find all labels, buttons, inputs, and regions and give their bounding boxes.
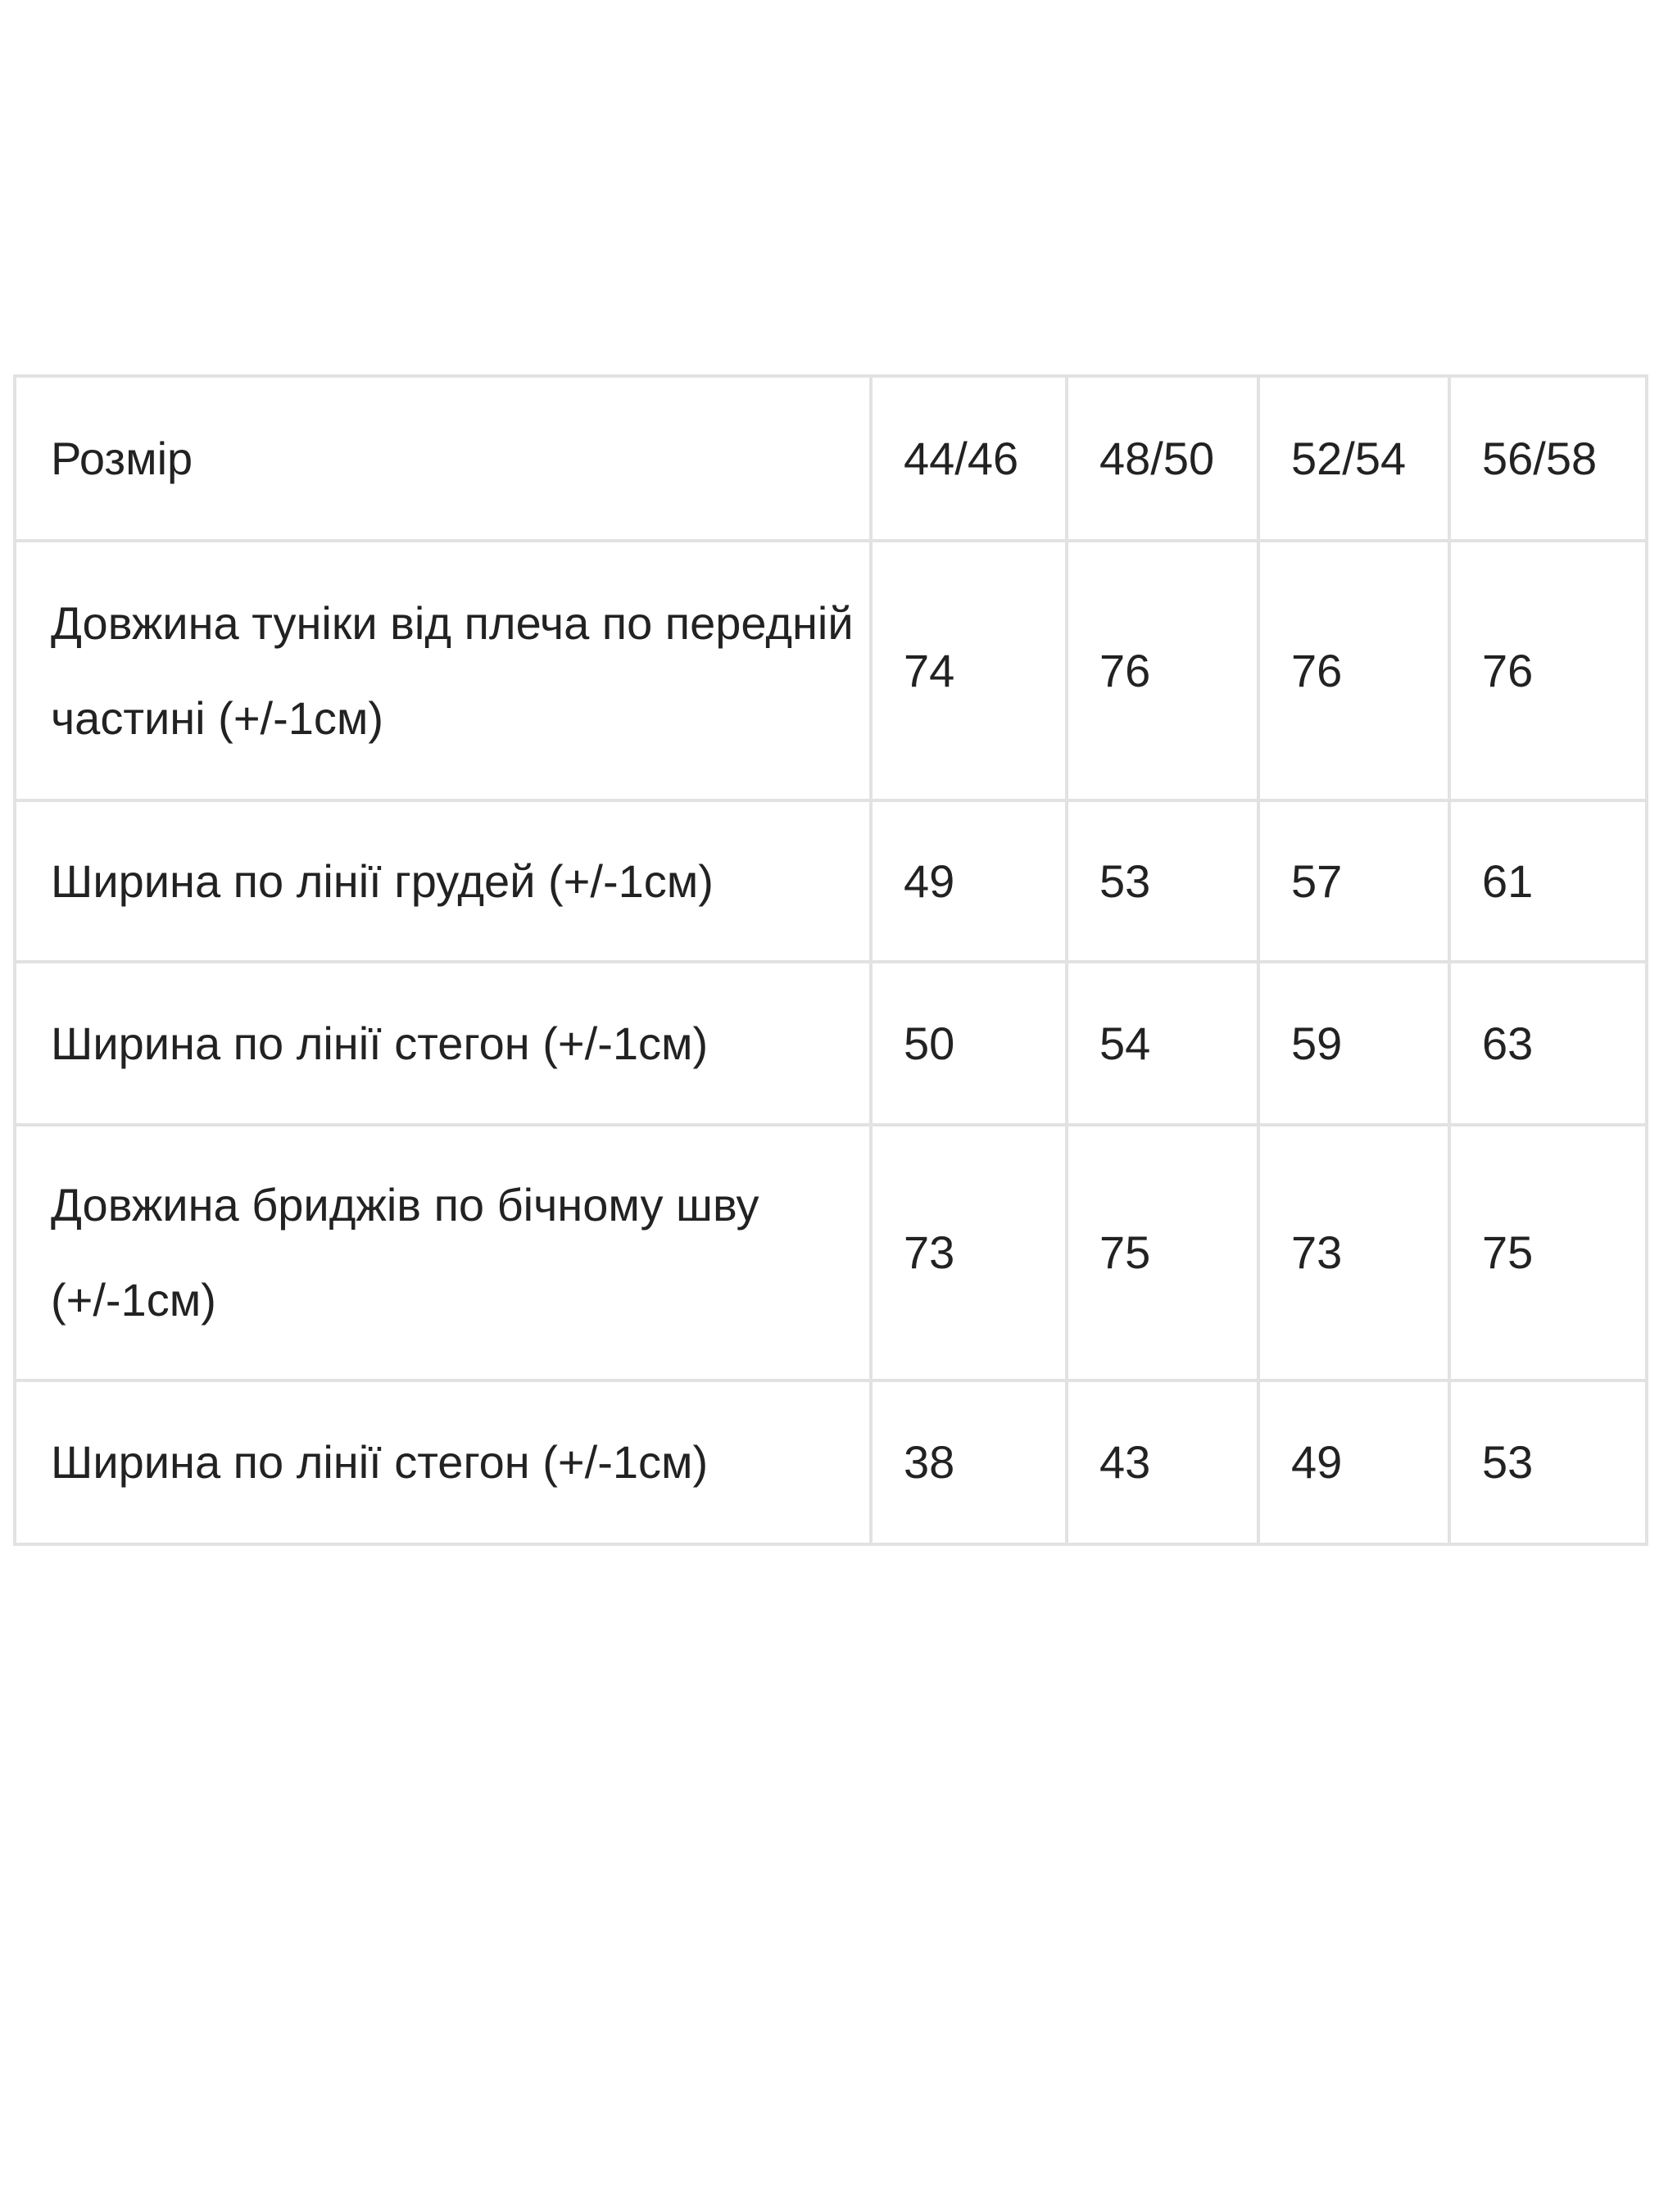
table-row: Ширина по лінії грудей (+/-1см) 49 53 57… [13, 799, 1648, 963]
table-cell: 63 [1448, 960, 1648, 1126]
table-cell: 57 [1257, 799, 1451, 963]
table-cell: 53 [1448, 1379, 1648, 1546]
header-cell: 48/50 [1065, 374, 1260, 542]
table-row: Довжина туніки від плеча по передній час… [13, 539, 1648, 802]
table-row: Ширина по лінії стегон (+/-1см) 38 43 49… [13, 1379, 1648, 1546]
table-cell: 76 [1065, 539, 1260, 802]
row-label: Довжина туніки від плеча по передній час… [13, 539, 873, 802]
table-cell: 38 [869, 1379, 1068, 1546]
table-cell: 53 [1065, 799, 1260, 963]
header-cell: 52/54 [1257, 374, 1451, 542]
header-row: Розмір 44/46 48/50 52/54 56/58 [13, 374, 1648, 542]
row-label: Довжина бриджів по бічному шву (+/-1см) [13, 1123, 873, 1382]
table-cell: 73 [869, 1123, 1068, 1382]
table-cell: 61 [1448, 799, 1648, 963]
table-cell: 75 [1448, 1123, 1648, 1382]
table-cell: 76 [1257, 539, 1451, 802]
header-cell: 56/58 [1448, 374, 1648, 542]
table-cell: 75 [1065, 1123, 1260, 1382]
table-cell: 54 [1065, 960, 1260, 1126]
table-cell: 49 [1257, 1379, 1451, 1546]
table-cell: 59 [1257, 960, 1451, 1126]
table-cell: 74 [869, 539, 1068, 802]
row-label: Ширина по лінії стегон (+/-1см) [13, 960, 873, 1126]
table-cell: 50 [869, 960, 1068, 1126]
table-cell: 49 [869, 799, 1068, 963]
header-cell-size: Розмір [13, 374, 873, 542]
table-cell: 73 [1257, 1123, 1451, 1382]
row-label: Ширина по лінії грудей (+/-1см) [13, 799, 873, 963]
table-row: Ширина по лінії стегон (+/-1см) 50 54 59… [13, 960, 1648, 1126]
header-cell: 44/46 [869, 374, 1068, 542]
row-label: Ширина по лінії стегон (+/-1см) [13, 1379, 873, 1546]
table-cell: 43 [1065, 1379, 1260, 1546]
table-row: Довжина бриджів по бічному шву (+/-1см) … [13, 1123, 1648, 1382]
size-chart-table: Розмір 44/46 48/50 52/54 56/58 Довжина т… [13, 374, 1648, 1546]
table-cell: 76 [1448, 539, 1648, 802]
